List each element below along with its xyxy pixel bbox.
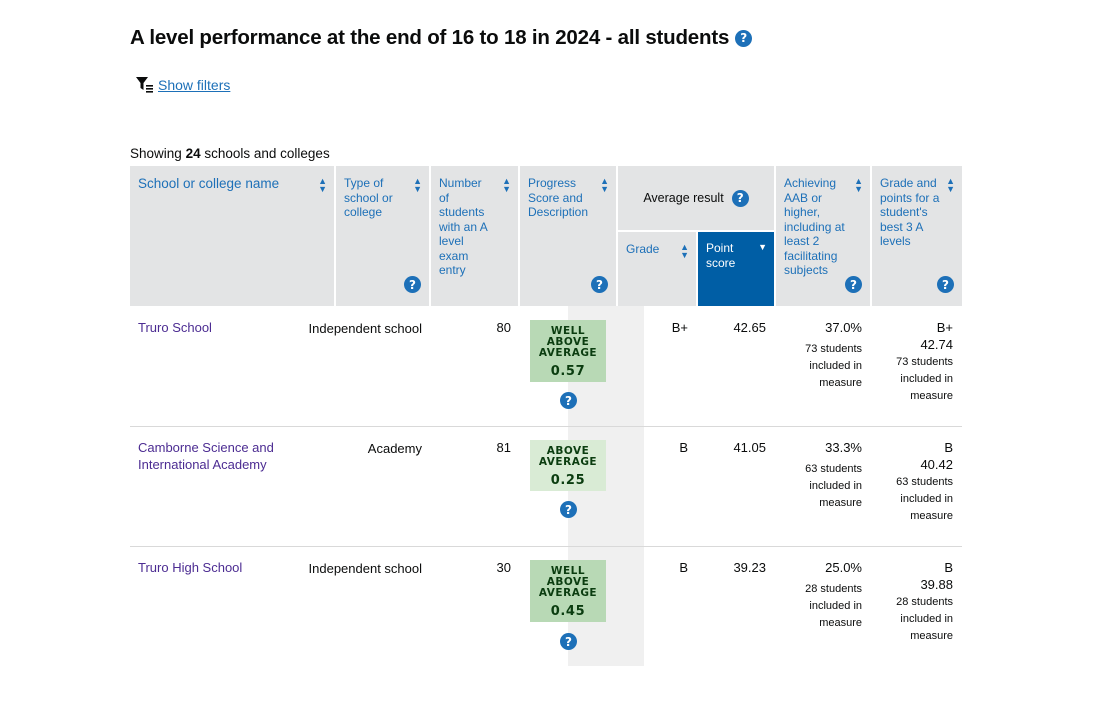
help-icon[interactable]: ? (937, 276, 954, 293)
student-count: 80 (496, 320, 511, 335)
progress-score: 0.57 (550, 364, 586, 379)
progress-badge: ABOVE AVERAGE 0.25 (530, 440, 606, 491)
best3-cell: B 40.42 63 students included in measure (873, 440, 953, 525)
table-row: Truro School Independent school 80 WELL … (130, 306, 962, 427)
point-score-value: 39.23 (733, 560, 766, 575)
filters-toggle[interactable]: Show filters (136, 76, 230, 93)
sort-icon: ▲ ▼ (854, 176, 863, 194)
progress-description: WELL ABOVE AVERAGE (538, 565, 598, 599)
grade-value: B (679, 440, 688, 455)
best3-cell: B+ 42.74 73 students included in measure (873, 320, 953, 405)
filter-icon (136, 77, 153, 93)
header-label: Progress Score and Description (528, 176, 589, 219)
sort-icon: ▲ ▼ (318, 176, 327, 194)
header-label: Achieving AAB or higher, including at le… (784, 176, 845, 277)
sort-icon: ▲ ▼ (600, 176, 609, 194)
grade-value: B (679, 560, 688, 575)
page-title-text: A level performance at the end of 16 to … (130, 26, 730, 49)
help-icon[interactable]: ? (560, 501, 577, 518)
table-header: School or college name ▲ ▼ Type of school… (130, 166, 962, 306)
grade-value: B+ (671, 320, 688, 335)
school-type: Academy (367, 441, 422, 456)
header-aab[interactable]: Achieving AAB or higher, including at le… (776, 166, 870, 306)
progress-description: ABOVE AVERAGE (538, 445, 598, 468)
sort-icon: ▲ ▼ (680, 242, 689, 260)
showing-prefix: Showing (130, 146, 182, 161)
header-students[interactable]: Number of students with an A level exam … (431, 166, 518, 306)
showing-count: 24 (185, 146, 201, 161)
progress-badge: WELL ABOVE AVERAGE 0.45 (530, 560, 606, 622)
header-label: Grade (626, 242, 660, 256)
help-icon[interactable]: ? (560, 633, 577, 650)
help-icon[interactable]: ? (735, 29, 753, 47)
page-title: A level performance at the end of 16 to … (130, 26, 753, 50)
header-progress[interactable]: Progress Score and Description ▲ ▼ ? (520, 166, 616, 306)
best3-points: 42.74 (920, 336, 953, 352)
header-point-score[interactable]: Point score ▼ (698, 232, 774, 306)
show-filters-link[interactable]: Show filters (158, 76, 231, 93)
aab-students: 63 students included in measure (805, 463, 862, 509)
header-label: Number of students with an A level exam … (439, 176, 488, 277)
point-score-value: 42.65 (733, 320, 766, 335)
help-icon[interactable]: ? (731, 189, 749, 207)
results-table: School or college name ▲ ▼ Type of school… (130, 166, 962, 667)
help-icon[interactable]: ? (845, 276, 862, 293)
progress-badge: WELL ABOVE AVERAGE 0.57 (530, 320, 606, 382)
school-type: Independent school (308, 321, 422, 336)
student-count: 81 (496, 440, 511, 455)
progress-score: 0.45 (550, 604, 586, 619)
school-link[interactable]: Truro School (138, 320, 212, 335)
best3-grade: B (944, 560, 953, 575)
aab-cell: 25.0% 28 students included in measure (772, 560, 862, 632)
best3-points: 39.88 (920, 576, 953, 592)
header-label: Point score (706, 241, 736, 270)
aab-percent: 33.3% (825, 440, 862, 455)
aab-percent: 25.0% (825, 560, 862, 575)
header-best3[interactable]: Grade and points for a student's best 3 … (872, 166, 962, 306)
header-grade[interactable]: Grade ▲ ▼ (618, 232, 696, 306)
school-type: Independent school (308, 561, 422, 576)
aab-students: 28 students included in measure (805, 583, 862, 629)
best3-points: 40.42 (920, 456, 953, 472)
table-row: Camborne Science and International Acade… (130, 427, 962, 547)
best3-cell: B 39.88 28 students included in measure (873, 560, 953, 645)
header-label: School or college name (138, 176, 280, 191)
header-type[interactable]: Type of school or college ▲ ▼ ? (336, 166, 429, 306)
header-average-result: Average result ? (618, 166, 774, 230)
best3-grade: B (944, 440, 953, 455)
header-label: Type of school or college (344, 176, 393, 219)
sort-icon: ▲ ▼ (413, 176, 422, 194)
table-row: Truro High School Independent school 30 … (130, 547, 962, 667)
school-link[interactable]: Camborne Science and International Acade… (138, 440, 274, 472)
aab-percent: 37.0% (825, 320, 862, 335)
sort-desc-icon: ▼ (758, 242, 767, 252)
header-school-name[interactable]: School or college name ▲ ▼ (130, 166, 334, 306)
header-label: Average result (643, 191, 724, 205)
best3-students: 63 students included in measure (896, 476, 953, 522)
aab-cell: 37.0% 73 students included in measure (772, 320, 862, 392)
showing-suffix: schools and colleges (204, 146, 330, 161)
help-icon[interactable]: ? (591, 276, 608, 293)
results-count: Showing 24 schools and colleges (130, 146, 330, 161)
student-count: 30 (496, 560, 511, 575)
sort-icon: ▲ ▼ (502, 176, 511, 194)
aab-students: 73 students included in measure (805, 343, 862, 389)
progress-description: WELL ABOVE AVERAGE (538, 325, 598, 359)
best3-students: 28 students included in measure (896, 596, 953, 642)
help-icon[interactable]: ? (560, 392, 577, 409)
help-icon[interactable]: ? (404, 276, 421, 293)
point-score-value: 41.05 (733, 440, 766, 455)
progress-score: 0.25 (550, 473, 586, 488)
school-link[interactable]: Truro High School (138, 560, 243, 575)
sort-icon: ▲ ▼ (946, 176, 955, 194)
aab-cell: 33.3% 63 students included in measure (772, 440, 862, 512)
best3-students: 73 students included in measure (896, 356, 953, 402)
header-label: Grade and points for a student's best 3 … (880, 176, 940, 248)
best3-grade: B+ (936, 320, 953, 335)
